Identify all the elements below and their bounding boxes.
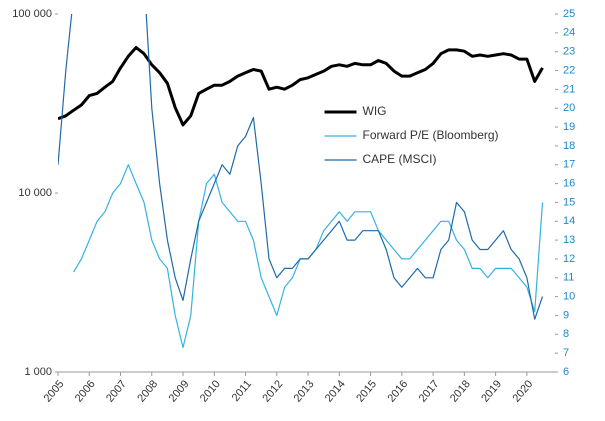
y2-tick-label: 17 (563, 159, 575, 171)
y2-tick-label: 22 (563, 64, 575, 76)
y2-tick-label: 16 (563, 177, 575, 189)
y2-tick-label: 18 (563, 140, 575, 152)
y-tick-label: 10 000 (18, 187, 52, 199)
x-tick-label: 2006 (73, 378, 98, 404)
series-line (58, 14, 544, 320)
x-tick-label: 2016 (385, 378, 410, 404)
y2-tick-label: 19 (563, 121, 575, 133)
x-tick-label: 2005 (42, 378, 67, 404)
x-tick-label: 2009 (167, 378, 192, 404)
series-line (73, 164, 544, 349)
x-tick-label: 2014 (323, 378, 348, 404)
y-tick-label: 1 000 (24, 366, 52, 378)
y2-tick-label: 12 (563, 253, 575, 265)
y2-tick-label: 24 (563, 27, 575, 39)
x-tick-label: 2015 (354, 378, 379, 404)
y2-tick-label: 7 (563, 347, 569, 359)
x-tick-label: 2017 (417, 378, 442, 404)
x-tick-label: 2020 (510, 378, 535, 404)
y2-tick-label: 8 (563, 328, 569, 340)
x-tick-label: 2008 (135, 378, 160, 404)
y2-tick-label: 14 (563, 215, 575, 227)
y-tick-label: 100 000 (12, 8, 52, 20)
y2-tick-label: 20 (563, 102, 575, 114)
y2-tick-label: 6 (563, 366, 569, 378)
y2-tick-label: 25 (563, 8, 575, 20)
y2-tick-label: 21 (563, 83, 575, 95)
x-tick-label: 2011 (230, 378, 254, 404)
legend-label: CAPE (MSCI) (363, 152, 437, 166)
y2-tick-label: 15 (563, 196, 575, 208)
x-tick-label: 2007 (104, 378, 129, 404)
y2-tick-label: 10 (563, 291, 575, 303)
y2-tick-label: 23 (563, 46, 575, 58)
x-tick-label: 2018 (448, 378, 473, 404)
plot-area (58, 14, 544, 349)
x-tick-label: 2012 (260, 378, 285, 404)
legend-label: Forward P/E (Bloomberg) (363, 128, 499, 142)
x-tick-label: 2010 (198, 378, 223, 404)
x-tick-label: 2013 (292, 378, 317, 404)
x-tick-label: 2019 (479, 378, 504, 404)
legend-label: WIG (363, 104, 387, 118)
y2-tick-label: 9 (563, 309, 569, 321)
y2-tick-label: 13 (563, 234, 575, 246)
y2-tick-label: 11 (563, 272, 574, 284)
series-line (58, 46, 544, 127)
